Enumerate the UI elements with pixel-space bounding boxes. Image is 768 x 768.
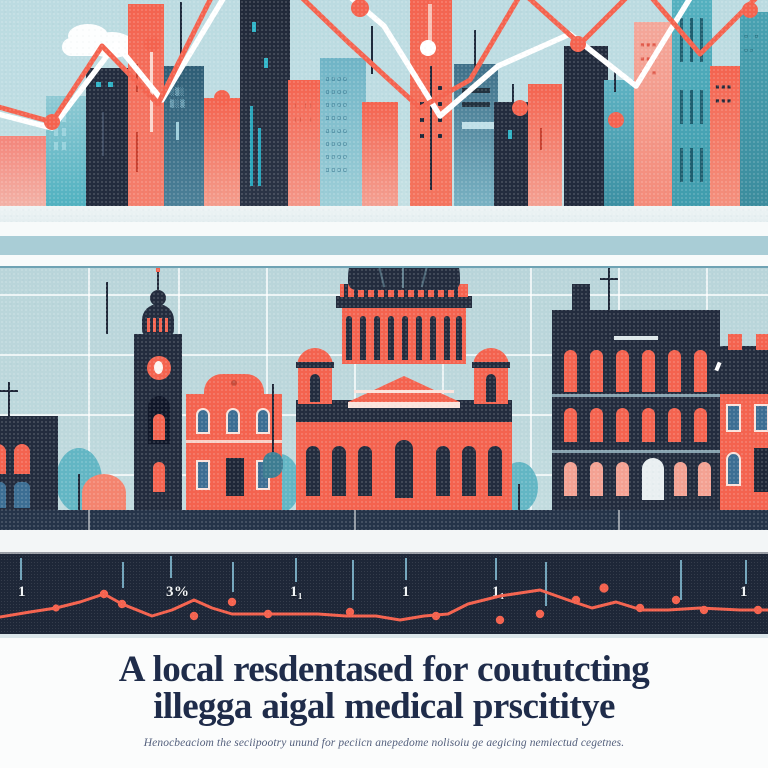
- axis-tick-label: 1: [402, 584, 410, 600]
- headline-line-2: illegga aigal medical prscititye: [153, 685, 615, 727]
- divider-band-white-upper: [0, 222, 768, 236]
- subheadline: Henocbeaciom the seciipootry unund for p…: [143, 737, 625, 750]
- statistics-band: 1 3% 1₁ 1 1₁ 1: [0, 552, 768, 638]
- headline-panel: A local resdentased for coututcting ille…: [0, 638, 768, 768]
- chart-data-points: [52, 583, 763, 625]
- axis-tick-label: 1: [18, 584, 26, 600]
- row-house-left: [0, 382, 58, 512]
- tree-icon: [82, 474, 126, 512]
- axis-tick-label: 1₁: [290, 584, 303, 600]
- band-top-rule: [0, 552, 768, 554]
- road-strip: [0, 510, 768, 530]
- skyline-trend-chart: [0, 0, 758, 131]
- historic-city-panel: [0, 268, 768, 530]
- band-bottom-rule: [0, 634, 768, 638]
- clock-tower: [134, 268, 182, 512]
- skyline-ground: [0, 206, 768, 222]
- dark-apartment-block: [552, 268, 720, 512]
- divider-rule: [0, 266, 768, 268]
- dark-band-chart: [0, 583, 768, 625]
- dome-icon: [348, 268, 460, 290]
- modern-skyline-panel: ░▒░ ▒░▒ ╷ ╷╷ ╷╷ ╷ ▫▫▫▫ ▫▫▫▫ ▫▫▫▫ ▫▫▫▫: [0, 0, 768, 222]
- headline-line-1: A local resdentased for coututcting: [118, 649, 650, 690]
- divider-band-white-lower: [0, 255, 768, 267]
- axis-tick-label: 1: [740, 584, 748, 600]
- axis-tick-label: 3%: [166, 584, 190, 600]
- domed-cathedral: [296, 268, 512, 512]
- page-title: A local resdentased for coututcting ille…: [18, 649, 750, 727]
- divider-band-blue: [0, 236, 768, 255]
- mansard-house-right: [708, 334, 768, 512]
